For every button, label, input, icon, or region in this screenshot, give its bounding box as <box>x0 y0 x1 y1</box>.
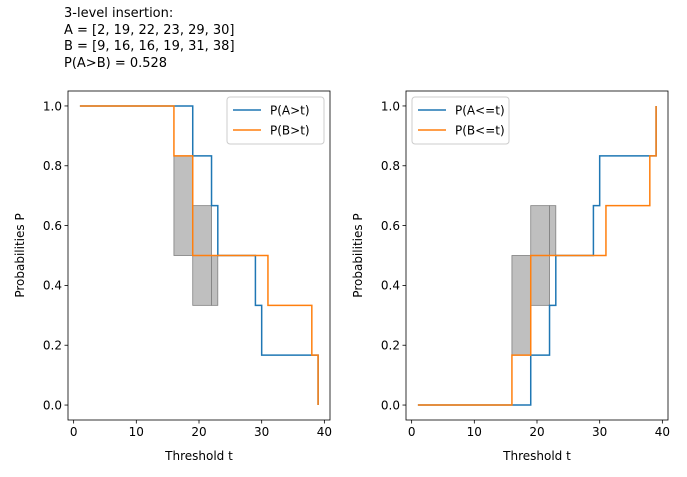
legend-box <box>411 96 510 145</box>
y-tick-label: 0.8 <box>43 159 62 173</box>
y-tick-label: 0.2 <box>381 339 400 353</box>
y-tick-label: 0.4 <box>43 279 62 293</box>
figure-title: 3-level insertion: A = [2, 19, 22, 23, 2… <box>64 6 235 72</box>
legend-label: P(B<=t) <box>455 124 505 138</box>
legend-label: P(A>t) <box>270 104 310 118</box>
y-tick-label: 0.2 <box>43 339 62 353</box>
series-line-1 <box>417 105 657 406</box>
x-axis-label: Threshold t <box>502 449 571 463</box>
x-tick-label: 30 <box>592 425 607 439</box>
shaded-region <box>549 205 557 256</box>
y-tick-label: 1.0 <box>43 99 62 113</box>
x-tick-label: 40 <box>655 425 670 439</box>
chart-panel-1: 0 10 20 30 40 0.0 0.2 0.4 0.6 0.8 1.0 Threshold t Pr… <box>13 90 332 463</box>
y-tick-label: 0.0 <box>43 398 62 412</box>
x-tick-label: 20 <box>529 425 544 439</box>
y-tick-label: 0.4 <box>381 279 400 293</box>
x-tick-label: 0 <box>408 425 416 439</box>
x-tick-label: 10 <box>467 425 482 439</box>
y-tick-label: 1.0 <box>381 99 400 113</box>
shaded-region <box>211 255 219 306</box>
title-line: B = [9, 16, 16, 19, 31, 38] <box>64 39 235 54</box>
x-tick-label: 40 <box>317 425 332 439</box>
x-tick-label: 10 <box>129 425 144 439</box>
shaded-region <box>173 155 194 256</box>
x-tick-label: 30 <box>254 425 269 439</box>
x-axis-label: Threshold t <box>164 449 233 463</box>
x-tick-label: 20 <box>191 425 206 439</box>
legend: P(A<=t) P(B<=t) <box>411 96 510 145</box>
y-axis-label: Probabilities P <box>13 213 27 297</box>
legend-label: P(A<=t) <box>455 104 505 118</box>
y-tick-label: 0.6 <box>43 219 62 233</box>
title-line: A = [2, 19, 22, 23, 29, 30] <box>64 22 235 38</box>
series-line-2 <box>79 105 319 406</box>
y-tick-label: 0.8 <box>381 159 400 173</box>
title-line: P(A>B) = 0.528 <box>64 55 168 71</box>
legend: P(A>t) P(B>t) <box>226 96 325 145</box>
y-axis-label: Probabilities P <box>351 213 365 297</box>
series-line-2 <box>417 105 657 406</box>
chart-panel-2: 0 10 20 30 40 0.0 0.2 0.4 0.6 0.8 1.0 Threshold t Pr… <box>351 90 670 463</box>
title-line: 3-level insertion: <box>64 6 174 21</box>
y-tick-label: 0.0 <box>381 398 400 412</box>
series-line-1 <box>79 105 319 406</box>
y-tick-label: 0.6 <box>381 219 400 233</box>
x-tick-label: 0 <box>70 425 78 439</box>
legend-box <box>226 96 325 145</box>
legend-label: P(B>t) <box>270 124 310 138</box>
shaded-region <box>511 255 532 356</box>
